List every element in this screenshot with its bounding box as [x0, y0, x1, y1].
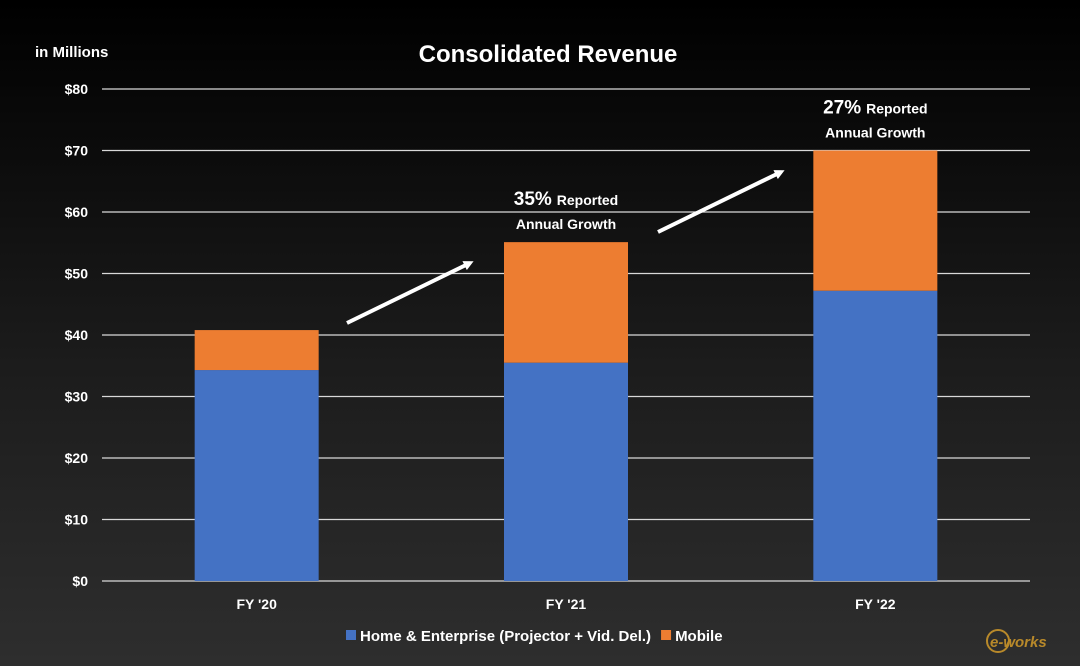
y-tick-label: $60 — [65, 204, 89, 220]
bar-mobile-0 — [194, 330, 319, 371]
x-tick-label: FY '22 — [855, 596, 896, 612]
legend-label: Mobile — [675, 628, 723, 645]
bars — [194, 150, 938, 581]
x-tick-label: FY '20 — [236, 596, 277, 612]
bar-mobile-1 — [504, 242, 628, 363]
y-tick-label: $20 — [65, 450, 89, 466]
growth-annotations: 35% Reported Annual Growth 27% Reported Annua… — [514, 98, 928, 233]
y-tick-label: $50 — [65, 266, 89, 282]
growth-label-line1: 35% Reported — [514, 189, 618, 210]
bar-home-enterprise-1 — [504, 362, 628, 581]
y-axis: $0 $10 $20 $30 $40 $50 $60 $70 $80 — [65, 81, 89, 589]
unit-label: in Millions — [35, 44, 108, 61]
bar-mobile-2 — [813, 150, 938, 291]
bar-home-enterprise-0 — [194, 370, 319, 581]
legend: Home & Enterprise (Projector + Vid. Del.… — [346, 628, 723, 645]
y-tick-label: $0 — [72, 573, 88, 589]
watermark-text: e-works — [990, 634, 1047, 651]
growth-label-line2: Annual Growth — [516, 216, 616, 232]
growth-reported-text: Reported — [557, 192, 618, 208]
growth-arrow-2 — [657, 170, 785, 234]
y-tick-label: $30 — [65, 389, 89, 405]
watermark-logo: e-works — [986, 629, 1047, 653]
growth-label-line2: Annual Growth — [825, 125, 925, 141]
y-tick-label: $70 — [65, 143, 89, 159]
y-tick-label: $10 — [65, 512, 89, 528]
chart-title: Consolidated Revenue — [419, 41, 678, 68]
legend-label: Home & Enterprise (Projector + Vid. Del.… — [360, 628, 651, 645]
growth-percent: 27% — [823, 98, 861, 119]
legend-swatch-home-enterprise — [346, 630, 356, 640]
growth-label-line1: 27% Reported — [823, 98, 927, 119]
x-tick-label: FY '21 — [546, 596, 587, 612]
y-tick-label: $40 — [65, 327, 89, 343]
growth-percent: 35% — [514, 189, 552, 210]
legend-swatch-mobile — [661, 630, 672, 640]
growth-arrow-1 — [346, 261, 474, 325]
x-axis: FY '20 FY '21 FY '22 — [236, 596, 895, 612]
bar-home-enterprise-2 — [813, 290, 938, 581]
y-tick-label: $80 — [65, 81, 89, 97]
watermark-e-icon — [986, 629, 1010, 653]
growth-reported-text: Reported — [866, 101, 927, 117]
